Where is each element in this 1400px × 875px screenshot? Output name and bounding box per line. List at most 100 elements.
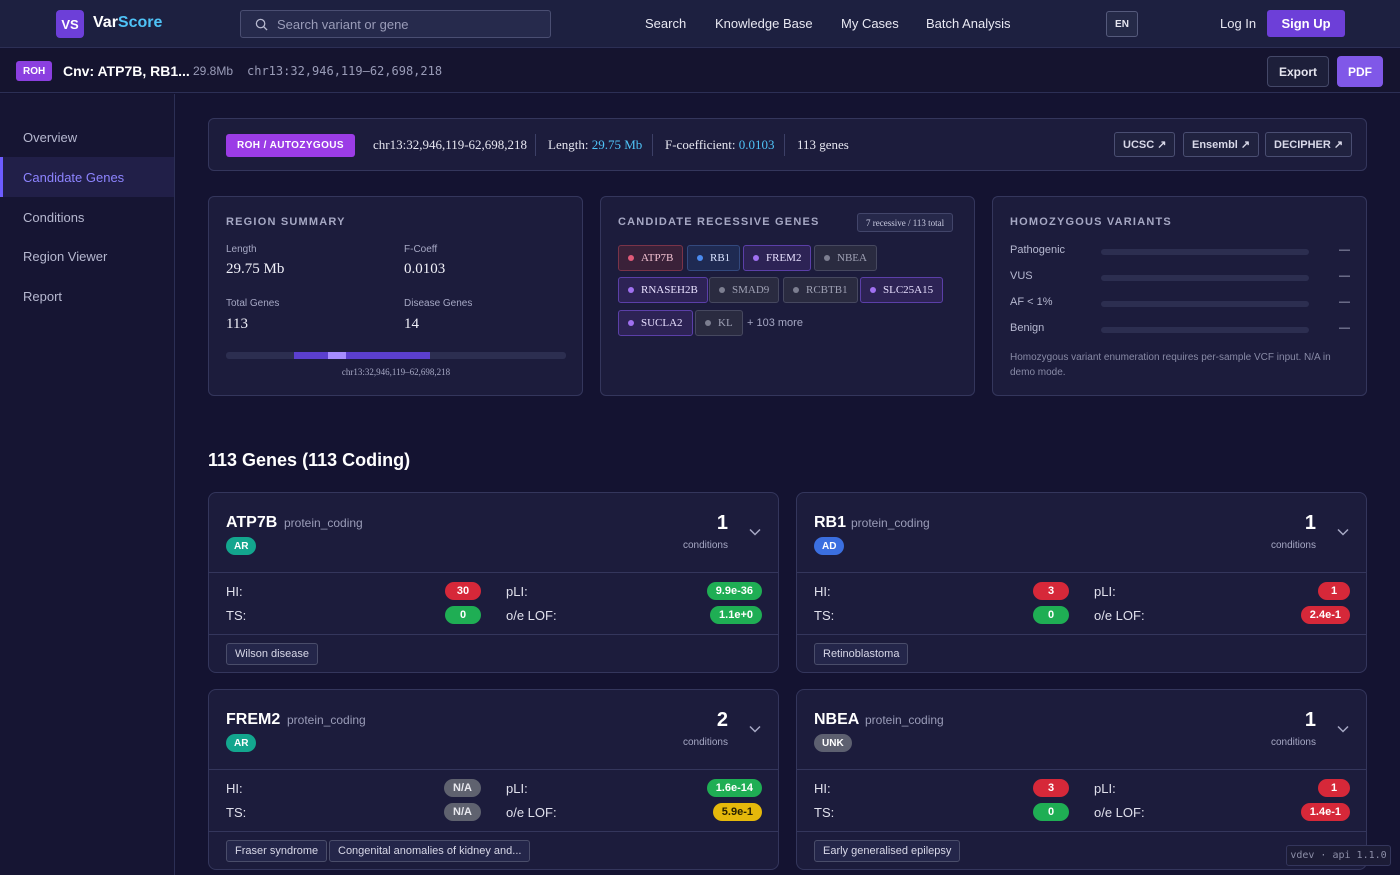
gene-chip[interactable]: SUCLA2 xyxy=(618,310,693,336)
hi-label: HI: xyxy=(814,584,831,599)
condition-count: 1 xyxy=(1304,512,1316,534)
gene-chip[interactable]: RCBTB1 xyxy=(783,277,858,303)
gene-chip[interactable]: RB1 xyxy=(687,245,741,271)
sidebar-item-region-viewer[interactable]: Region Viewer xyxy=(23,248,108,264)
hi-value-pill: 3 xyxy=(1033,779,1069,797)
hi-label: HI: xyxy=(226,584,243,599)
gene-chip[interactable]: NBEA xyxy=(814,245,877,271)
chromosome-bar xyxy=(226,352,566,359)
sidebar-item-candidate-genes[interactable]: Candidate Genes xyxy=(0,157,174,197)
condition-tag[interactable]: Early generalised epilepsy xyxy=(814,840,961,862)
gene-chip[interactable]: RNASEH2B xyxy=(618,277,708,303)
total-genes-label: Total Genes xyxy=(226,298,280,309)
gene-chip-dot xyxy=(628,287,634,293)
oe-lof-value-pill: 1.4e-1 xyxy=(1300,803,1350,821)
gene-chip-dot xyxy=(793,287,799,293)
gene-name: ATP7B xyxy=(226,514,278,531)
case-title: Cnv: ATP7B, RB1... xyxy=(63,63,190,79)
roh-region-highlight xyxy=(328,352,346,359)
condition-count: 1 xyxy=(716,512,728,534)
ts-label: TS: xyxy=(814,805,835,820)
gene-chip[interactable]: ATP7B xyxy=(618,245,684,271)
ts-label: TS: xyxy=(226,608,247,623)
region-summary-title: REGION SUMMARY xyxy=(226,216,346,228)
gene-chip-dot xyxy=(824,255,830,261)
oe-lof-value-pill: 1.1e+0 xyxy=(710,606,762,624)
chevron-down-icon[interactable] xyxy=(748,722,762,736)
gene-chip[interactable]: SMAD9 xyxy=(709,277,780,303)
case-header: ROH Cnv: ATP7B, RB1... 29.8Mb chr13:32,9… xyxy=(0,49,1400,93)
gene-card[interactable]: NBEA protein_coding UNK 1 conditions HI: TS: pL… xyxy=(796,689,1367,870)
pli-label: pLI: xyxy=(506,781,528,796)
gene-card[interactable]: RB1 protein_coding AD 1 conditions HI: TS: pLI:… xyxy=(796,492,1367,673)
search-icon xyxy=(255,18,268,31)
ucsc-link[interactable]: UCSC ↗ xyxy=(1114,132,1176,157)
chevron-down-icon[interactable] xyxy=(748,525,762,539)
condition-count-label: conditions xyxy=(682,540,728,551)
gene-chip-dot xyxy=(628,255,634,261)
roh-region-fill xyxy=(294,352,430,359)
ts-label: TS: xyxy=(226,805,247,820)
pli-label: pLI: xyxy=(1094,781,1116,796)
gene-chip-dot xyxy=(628,320,634,326)
oe-lof-value-pill: 5.9e-1 xyxy=(712,803,762,821)
gene-chip-dot xyxy=(697,255,703,261)
gene-type: protein_coding xyxy=(851,516,930,530)
gene-chip[interactable]: FREM2 xyxy=(743,245,812,271)
pli-value-pill: 1 xyxy=(1318,582,1350,600)
condition-tag[interactable]: Retinoblastoma xyxy=(814,643,909,665)
nav-batch-analysis[interactable]: Batch Analysis xyxy=(926,16,1011,31)
inheritance-badge: AR xyxy=(226,734,257,752)
gene-chip-label: SMAD9 xyxy=(732,284,770,296)
roh-length: Length: 29.75 Mb xyxy=(548,137,643,152)
condition-count-label: conditions xyxy=(1270,540,1316,551)
disease-genes-value: 14 xyxy=(404,316,419,332)
inheritance-badge: AR xyxy=(226,537,257,555)
sidebar-item-overview[interactable]: Overview xyxy=(23,129,78,145)
gene-chip[interactable]: SLC25A15 xyxy=(860,277,944,303)
chevron-down-icon[interactable] xyxy=(1336,525,1350,539)
decipher-link[interactable]: DECIPHER ↗ xyxy=(1265,132,1353,157)
sidebar-item-conditions[interactable]: Conditions xyxy=(23,209,85,225)
roh-gene-count: 113 genes xyxy=(797,137,849,152)
gene-card[interactable]: ATP7B protein_coding AR 1 conditions HI: TS: pL… xyxy=(208,492,779,673)
condition-tag[interactable]: Fraser syndrome xyxy=(226,840,328,862)
gene-chip-label: NBEA xyxy=(837,252,867,264)
gene-chip-dot xyxy=(705,320,711,326)
gene-card[interactable]: FREM2 protein_coding AR 2 conditions HI: TS: pL… xyxy=(208,689,779,870)
nav-knowledge-base[interactable]: Knowledge Base xyxy=(715,16,813,31)
export-button[interactable]: Export xyxy=(1267,56,1329,87)
signup-button[interactable]: Sign Up xyxy=(1267,10,1345,37)
search-box[interactable] xyxy=(240,10,551,38)
pli-label: pLI: xyxy=(1094,584,1116,599)
oe-lof-label: o/e LOF: xyxy=(506,608,557,623)
gene-chip-label: ATP7B xyxy=(641,252,674,264)
roh-fcoefficient: F-coefficient: 0.0103 xyxy=(665,137,775,152)
ts-value-pill: 0 xyxy=(1033,606,1069,624)
login-link[interactable]: Log In xyxy=(1220,16,1257,31)
pdf-button[interactable]: PDF xyxy=(1337,56,1383,87)
gene-name: FREM2 xyxy=(226,711,281,728)
nav-search[interactable]: Search xyxy=(645,16,687,31)
search-input[interactable] xyxy=(277,16,537,32)
nav-my-cases[interactable]: My Cases xyxy=(841,16,899,31)
gene-chip[interactable]: KL xyxy=(695,310,743,336)
hi-label: HI: xyxy=(814,781,831,796)
logo-text[interactable]: VarScore xyxy=(93,14,163,31)
condition-tag[interactable]: Wilson disease xyxy=(226,643,318,665)
sidebar-item-report[interactable]: Report xyxy=(23,288,63,304)
condition-count: 1 xyxy=(1304,709,1316,731)
homozygous-variants-title: HOMOZYGOUS VARIANTS xyxy=(1010,216,1172,228)
oe-lof-label: o/e LOF: xyxy=(506,805,557,820)
fcoeff-value: 0.0103 xyxy=(404,261,446,277)
language-selector[interactable]: EN xyxy=(1106,11,1138,37)
gene-chip-label: SUCLA2 xyxy=(641,317,683,329)
more-genes-link[interactable]: + 103 more xyxy=(747,317,803,329)
chevron-down-icon[interactable] xyxy=(1336,722,1350,736)
ensembl-link[interactable]: Ensembl ↗ xyxy=(1183,132,1260,157)
condition-tag[interactable]: Congenital anomalies of kidney and... xyxy=(329,840,531,862)
gene-chip-label: RB1 xyxy=(710,252,731,264)
gene-chip-label: SLC25A15 xyxy=(883,284,934,296)
oe-lof-value-pill: 2.4e-1 xyxy=(1300,606,1350,624)
logo-mark[interactable]: VS xyxy=(56,10,84,38)
